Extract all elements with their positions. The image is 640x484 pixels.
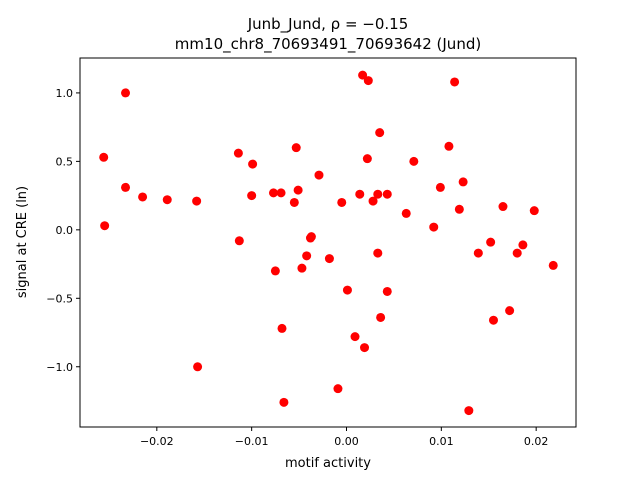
data-point-38 (373, 248, 383, 258)
data-point-2 (100, 221, 110, 231)
data-point-29 (342, 285, 352, 295)
data-point-16 (277, 323, 287, 333)
data-point-59 (529, 206, 539, 216)
x-tick-label: −0.01 (235, 435, 269, 448)
x-tick-label: 0.02 (524, 435, 549, 448)
data-point-35 (363, 76, 373, 86)
data-point-43 (401, 208, 411, 218)
data-point-19 (291, 143, 301, 153)
data-point-48 (450, 77, 460, 87)
data-point-36 (368, 196, 378, 206)
data-point-42 (382, 286, 392, 296)
y-axis-label: signal at CRE (ln) (15, 186, 30, 298)
data-point-21 (297, 263, 307, 273)
x-tick-label: 0.01 (429, 435, 454, 448)
data-point-49 (454, 204, 464, 214)
data-point-22 (302, 251, 312, 261)
data-point-34 (362, 154, 372, 164)
data-point-53 (486, 237, 496, 247)
data-point-8 (193, 362, 203, 372)
data-point-57 (512, 248, 522, 258)
y-tick-label: −0.5 (46, 292, 73, 305)
x-axis-ticks: −0.02 −0.01 0.00 0.01 0.02 (140, 427, 548, 448)
chart-title-line1: Junb_Jund, ρ = −0.15 (247, 15, 409, 34)
data-point-12 (247, 191, 257, 201)
data-point-15 (276, 188, 286, 198)
data-point-4 (121, 182, 131, 192)
data-point-37 (373, 189, 383, 199)
x-tick-label: −0.02 (140, 435, 174, 448)
data-point-25 (314, 170, 324, 180)
y-axis-ticks: −1.0 −0.5 0.0 0.5 1.0 (46, 87, 80, 374)
data-point-30 (350, 332, 360, 342)
data-point-13 (268, 188, 278, 198)
data-point-45 (429, 222, 439, 232)
data-point-17 (279, 397, 289, 407)
data-point-47 (444, 141, 454, 151)
data-point-11 (248, 159, 258, 169)
x-axis-label: motif activity (285, 456, 371, 471)
data-point-55 (498, 202, 508, 212)
data-point-56 (505, 306, 515, 316)
x-tick-label: 0.00 (334, 435, 359, 448)
data-point-18 (289, 197, 299, 207)
data-point-50 (458, 177, 468, 187)
data-point-10 (234, 236, 244, 246)
data-point-20 (293, 185, 303, 195)
plot-frame (79, 57, 577, 428)
scatter-points (99, 70, 558, 416)
y-tick-label: 0.0 (56, 224, 74, 237)
data-point-54 (488, 315, 498, 325)
data-point-26 (324, 254, 334, 264)
y-tick-label: 1.0 (56, 87, 74, 100)
data-point-14 (270, 266, 280, 276)
data-point-32 (358, 70, 368, 80)
data-point-46 (435, 182, 445, 192)
y-tick-label: −1.0 (46, 361, 73, 374)
data-point-7 (192, 196, 202, 206)
data-point-58 (518, 240, 528, 250)
data-point-28 (337, 197, 347, 207)
data-point-27 (333, 384, 343, 394)
data-point-5 (138, 192, 148, 202)
data-point-9 (233, 148, 243, 158)
data-point-6 (162, 195, 172, 205)
y-tick-label: 0.5 (56, 155, 74, 168)
data-point-31 (355, 189, 365, 199)
data-point-3 (121, 88, 131, 98)
data-point-41 (382, 189, 392, 199)
data-point-60 (548, 260, 558, 270)
data-point-24 (306, 232, 316, 242)
data-point-44 (409, 156, 419, 166)
data-point-33 (360, 343, 370, 353)
data-point-40 (376, 312, 386, 322)
data-point-51 (464, 406, 474, 416)
data-point-1 (99, 152, 109, 162)
chart-title-line2: mm10_chr8_70693491_70693642 (Jund) (175, 35, 481, 54)
data-point-39 (375, 128, 385, 138)
data-point-52 (473, 248, 483, 258)
